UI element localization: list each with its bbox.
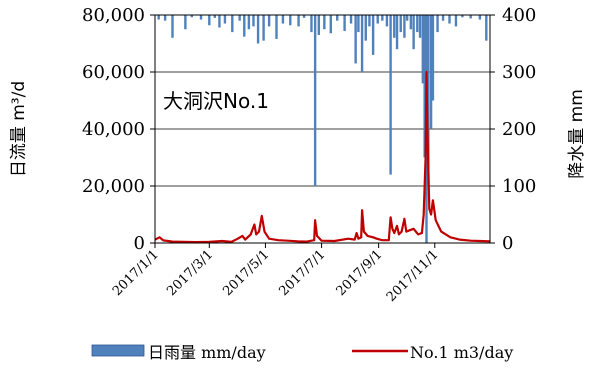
rain-bar [418,15,422,38]
rain-bar [199,15,203,20]
rain-bar [485,15,488,41]
rain-bar [323,15,326,30]
rain-bar [238,15,241,21]
rain-bar [469,15,472,19]
rain-bar [247,15,251,30]
rain-bar [368,15,371,27]
rain-bar [393,15,396,38]
x-tick-label: 2017/9/1 [334,247,386,299]
y-axis-label-right: 降水量 mm [567,89,587,179]
rain-bar [302,15,306,18]
rain-bar [243,15,246,37]
rain-bar [423,15,426,158]
rain-bar [381,15,384,21]
rain-bar [385,15,389,27]
rain-bar [157,15,160,20]
rain-bar [317,15,321,35]
legend-label-flow: No.1 m3/day [410,343,513,362]
rain-bar [412,15,415,50]
y-tick-label-right: 100 [502,176,536,197]
rain-bar [252,15,255,27]
rain-bar [448,15,451,24]
rain-bar [409,15,413,30]
rain-bar [231,15,234,33]
rain-bar [416,15,419,33]
rain-bar [405,15,409,21]
rain-bar [171,15,174,38]
y-axis-label-left: 日流量 m³/d [9,81,29,177]
legend-swatch-rain [91,344,145,357]
rain-bar [376,15,379,24]
legend: 日雨量 mm/day No.1 m3/day [91,343,513,362]
y-tick-label-left: 0 [134,233,145,254]
rain-bar [223,15,227,24]
rain-bar [329,15,332,34]
flow-line-layer [154,70,491,244]
y-tick-label-right: 200 [502,119,536,140]
rain-bar [349,15,353,24]
y-tick-label-left: 40,000 [82,119,145,140]
rain-bar [213,15,217,18]
rain-bar [478,15,482,20]
rain-bar [357,15,360,33]
rain-bar [461,15,464,18]
rain-bar [289,15,292,26]
legend-label-rain: 日雨量 mm/day [148,343,266,362]
rain-bar [297,15,300,27]
y-tick-label-right: 0 [502,233,513,254]
text-layer: 0 0 20,000 100 40,000 200 60,000 300 80,000 400 20… [9,5,587,305]
rain-bar [354,15,357,64]
rain-bar [441,15,445,21]
rainfall-bars [157,15,488,243]
rain-bar [436,15,439,33]
x-tick-label: 2017/5/1 [220,247,272,299]
y-tick-label-right: 300 [502,62,536,83]
rain-bar [421,15,425,84]
rain-bar [184,15,187,30]
x-tick-label: 2017/3/1 [164,247,216,299]
rain-bar [371,15,375,55]
rain-bar [208,15,211,26]
x-tick-label: 2017/7/1 [277,247,329,299]
rain-bar [431,15,435,101]
rain-bar [364,15,367,41]
chart-title: 大洞沢No.1 [163,89,269,113]
rain-bar [256,15,260,44]
rain-bar [218,15,221,28]
y-tick-label-left: 20,000 [82,176,145,197]
x-tick-label: 2017/1/1 [110,247,162,299]
rain-bar [275,15,278,39]
flow-line [154,70,491,244]
grid-layer [155,71,490,187]
rain-bar [190,15,194,18]
rain-bar [389,15,392,175]
rain-bar [403,15,406,38]
rain-bar [360,15,364,72]
rain-bar [395,15,399,50]
axis-layer [150,14,495,248]
x-tick-label: 2017/11/1 [384,247,442,305]
rain-bar [454,15,458,27]
y-tick-label-left: 60,000 [82,62,145,83]
rain-bar [313,15,317,186]
rain-bar [310,15,313,33]
rain-bar [429,15,433,129]
rain-bar [163,15,167,21]
y-tick-label-left: 80,000 [82,5,145,26]
y-tick-label-right: 400 [502,5,536,26]
rain-bar [267,15,271,27]
rain-bar [262,15,265,41]
rain-bar [343,15,346,31]
rain-bar [427,15,430,186]
rain-bar [336,15,339,21]
rain-bar [281,15,285,24]
rain-bar [399,15,402,33]
